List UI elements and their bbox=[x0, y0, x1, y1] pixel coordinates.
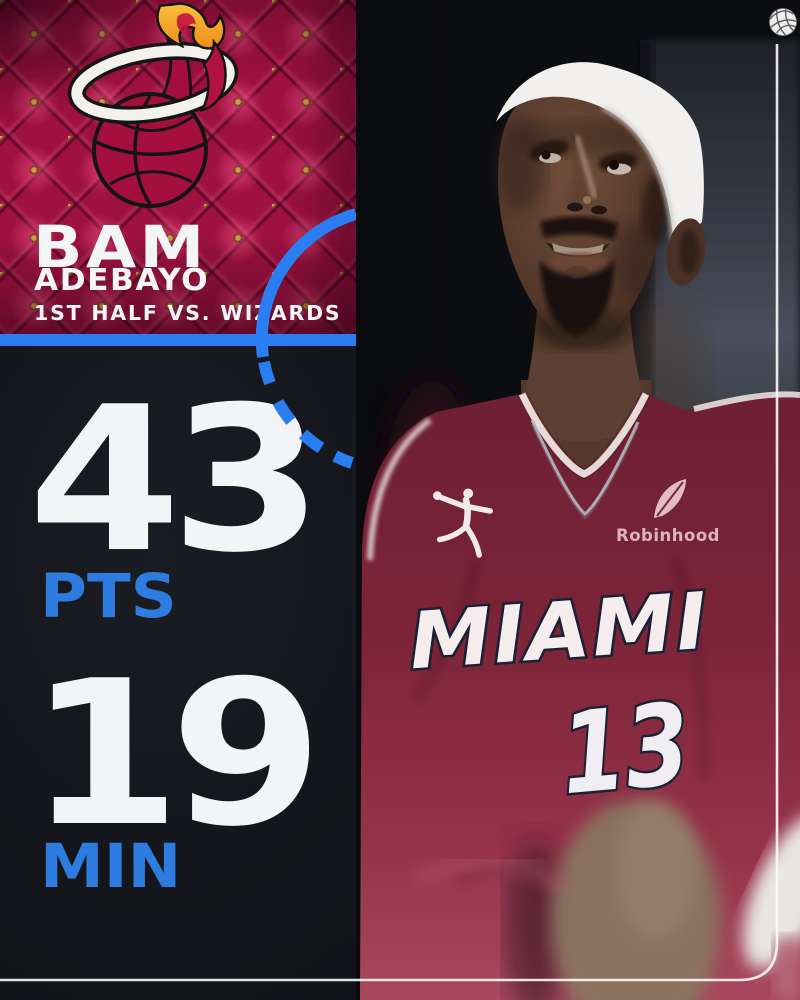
quilt-pattern-card: BAM ADEBAYO 1ST HALF VS. WIZARDS bbox=[0, 0, 356, 334]
jersey-number: 13 bbox=[556, 680, 695, 821]
jersey-sponsor-label: Robinhood bbox=[616, 526, 720, 545]
stats-panel: BAM ADEBAYO 1ST HALF VS. WIZARDS 43 PTS … bbox=[0, 0, 356, 1000]
miami-heat-logo-icon bbox=[67, 2, 239, 208]
stat-label-min: MIN bbox=[40, 831, 182, 902]
stat-value-pts: 43 bbox=[28, 364, 323, 597]
player-photo: Robinhood MIAMI 13 bbox=[356, 0, 800, 1000]
accent-bar bbox=[0, 334, 356, 346]
stat-label-pts: PTS bbox=[40, 561, 177, 632]
context-line: 1ST HALF VS. WIZARDS bbox=[34, 301, 342, 325]
player-last-name: ADEBAYO bbox=[34, 263, 210, 298]
stat-value-min: 19 bbox=[28, 638, 323, 871]
